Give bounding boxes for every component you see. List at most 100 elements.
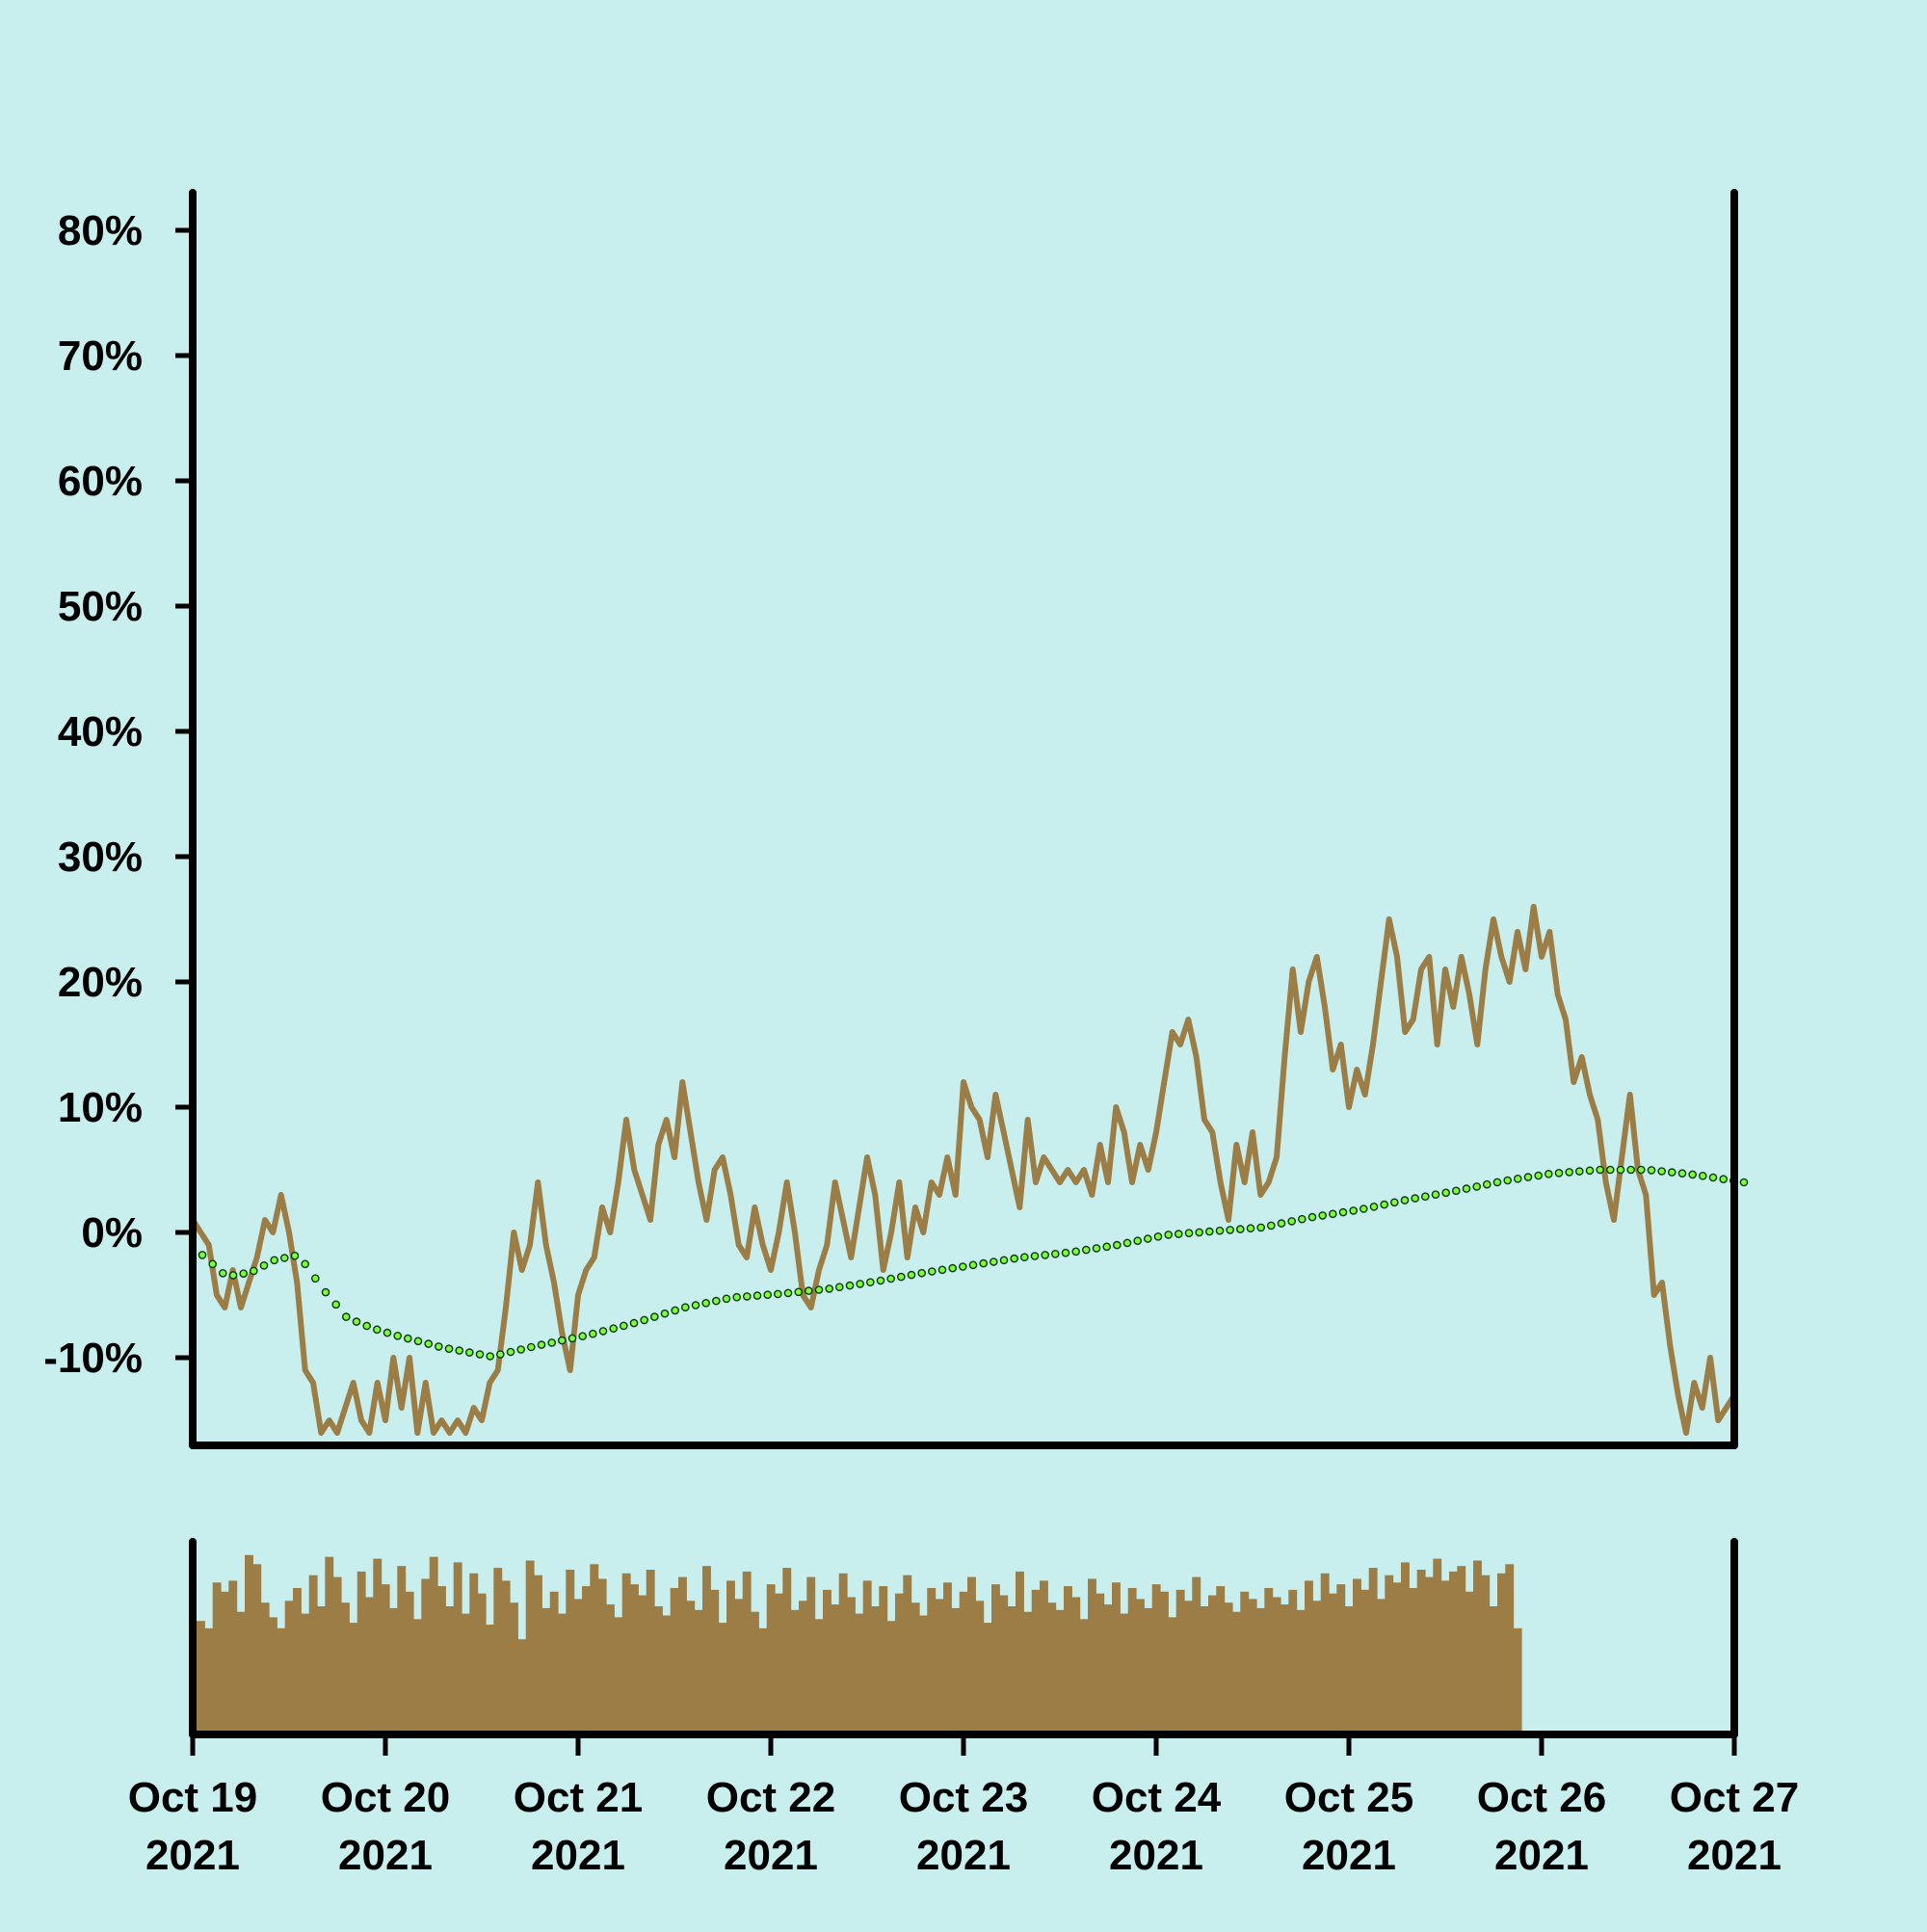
volume-bar xyxy=(766,1584,776,1734)
volume-bar xyxy=(1095,1593,1105,1734)
moving-average-dot xyxy=(629,1318,639,1328)
volume-bar xyxy=(301,1613,310,1734)
moving-average-dot xyxy=(537,1340,546,1349)
moving-average-dot xyxy=(752,1291,762,1300)
moving-average-dot xyxy=(1616,1165,1625,1175)
moving-average-dot xyxy=(805,1286,813,1295)
moving-average-dot xyxy=(856,1280,865,1288)
moving-average-dot xyxy=(1236,1225,1245,1233)
volume-bar xyxy=(204,1628,214,1734)
moving-average-dot xyxy=(814,1285,824,1294)
volume-bar xyxy=(1296,1609,1306,1734)
volume-bar xyxy=(686,1601,696,1734)
volume-bar xyxy=(573,1599,583,1734)
moving-average-dot xyxy=(352,1317,361,1326)
moving-average-dot xyxy=(270,1256,279,1265)
volume-bar xyxy=(734,1599,744,1734)
volume-bar xyxy=(678,1576,687,1734)
volume-bar xyxy=(212,1582,222,1734)
moving-average-dot xyxy=(948,1263,958,1273)
moving-average-dot xyxy=(1421,1192,1430,1201)
volume-bar xyxy=(710,1589,720,1734)
volume-bar xyxy=(1336,1584,1346,1734)
moving-average-dot xyxy=(1298,1214,1307,1224)
moving-average-dot xyxy=(1514,1175,1522,1183)
volume-bar xyxy=(782,1568,792,1734)
volume-bar xyxy=(525,1560,535,1734)
volume-bar xyxy=(197,1621,205,1734)
moving-average-dot xyxy=(794,1287,804,1297)
moving-average-dot xyxy=(1688,1170,1697,1179)
moving-average-dot xyxy=(1483,1179,1491,1189)
moving-average-dot xyxy=(1369,1203,1379,1211)
moving-average-dot xyxy=(1030,1252,1040,1260)
volume-bar xyxy=(1497,1573,1506,1734)
x-tick-label-date: Oct 21 xyxy=(514,1774,644,1821)
moving-average-dot xyxy=(1411,1194,1419,1203)
moving-average-dot xyxy=(290,1251,300,1260)
y-tick-label: 40% xyxy=(58,708,143,755)
x-tick-label-date: Oct 27 xyxy=(1670,1774,1800,1821)
volume-bar xyxy=(847,1597,856,1734)
volume-bar xyxy=(1047,1602,1057,1734)
moving-average-dot xyxy=(1051,1250,1060,1258)
moving-average-dot xyxy=(1534,1171,1543,1180)
volume-bar xyxy=(1505,1564,1515,1734)
moving-average-dot xyxy=(640,1315,649,1325)
moving-average-dot xyxy=(1082,1245,1091,1255)
volume-bar xyxy=(855,1613,864,1734)
volume-bar xyxy=(814,1619,824,1734)
moving-average-dot xyxy=(568,1334,577,1343)
moving-average-dot xyxy=(589,1329,597,1338)
y-tick-label: 10% xyxy=(58,1084,143,1131)
volume-bar xyxy=(1127,1588,1137,1734)
volume-bar xyxy=(1433,1558,1442,1734)
volume-bar xyxy=(1120,1613,1129,1734)
moving-average-dot xyxy=(712,1296,721,1306)
volume-bar xyxy=(236,1611,246,1734)
volume-bar xyxy=(983,1623,992,1734)
y-tick-label: 0% xyxy=(81,1209,143,1257)
moving-average-dot xyxy=(403,1334,412,1343)
volume-bar xyxy=(517,1639,527,1734)
volume-bar xyxy=(1168,1617,1177,1734)
moving-average-dot xyxy=(1226,1226,1234,1234)
volume-bar xyxy=(558,1613,567,1734)
moving-average-dot xyxy=(383,1328,392,1337)
moving-average-dot xyxy=(774,1289,782,1299)
volume-bar xyxy=(462,1613,470,1734)
volume-bar xyxy=(1192,1576,1201,1734)
volume-bar xyxy=(1088,1578,1096,1734)
moving-average-dot xyxy=(1133,1236,1142,1245)
moving-average-dot xyxy=(1544,1170,1553,1178)
moving-average-dot xyxy=(1071,1247,1080,1257)
volume-bar xyxy=(1016,1571,1024,1734)
moving-average-dot xyxy=(372,1325,382,1335)
volume-bar xyxy=(862,1580,872,1734)
volume-bar xyxy=(221,1591,229,1734)
x-tick-label-date: Oct 26 xyxy=(1477,1774,1607,1821)
moving-average-dot xyxy=(1503,1176,1512,1185)
moving-average-dot xyxy=(362,1321,372,1331)
moving-average-dot xyxy=(701,1299,711,1308)
moving-average-dot xyxy=(331,1300,341,1310)
volume-bar xyxy=(1151,1584,1161,1734)
moving-average-dot xyxy=(1338,1207,1348,1217)
moving-average-dot xyxy=(198,1251,207,1259)
volume-bar xyxy=(1457,1566,1466,1734)
moving-average-dot xyxy=(1267,1221,1276,1231)
volume-bar xyxy=(477,1593,487,1734)
moving-average-dot xyxy=(1596,1165,1604,1175)
volume-bar xyxy=(951,1607,961,1734)
moving-average-dot xyxy=(650,1312,659,1321)
moving-average-dot xyxy=(620,1321,628,1331)
volume-bar xyxy=(903,1575,912,1734)
moving-average-dot xyxy=(527,1342,536,1352)
x-tick-label-year: 2021 xyxy=(338,1832,433,1879)
volume-bar xyxy=(1392,1582,1402,1734)
volume-bar xyxy=(1224,1602,1233,1734)
moving-average-dot xyxy=(763,1290,773,1299)
y-tick-label: 50% xyxy=(58,583,143,630)
